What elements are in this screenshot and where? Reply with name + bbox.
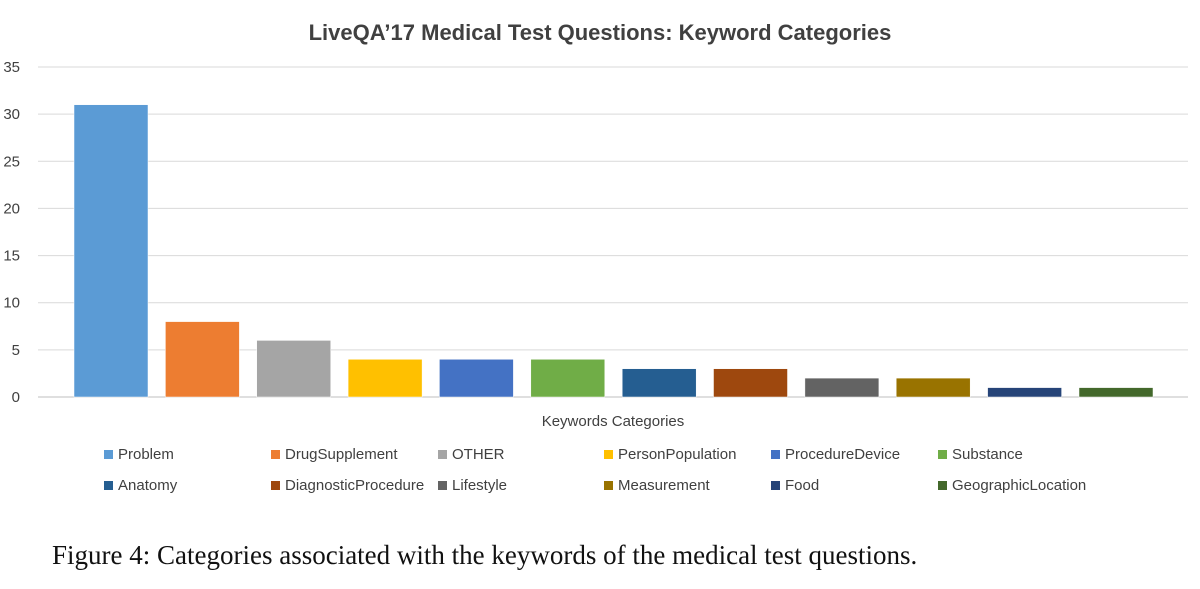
legend-swatch	[938, 450, 947, 459]
legend: Problem DrugSupplement OTHER PersonPopulati…	[104, 446, 1086, 494]
legend-swatch	[271, 450, 280, 459]
legend-swatch	[104, 481, 113, 490]
legend-label: GeographicLocation	[952, 477, 1086, 494]
legend-label: Measurement	[618, 477, 711, 494]
y-tick-label: 10	[3, 295, 20, 312]
legend-label: Substance	[952, 446, 1023, 463]
y-tick-label: 15	[3, 248, 20, 265]
legend-swatch	[104, 450, 113, 459]
bar-food	[987, 387, 1062, 398]
y-tick-label: 20	[3, 200, 20, 217]
y-tick-label: 30	[3, 106, 20, 123]
legend-label: Anatomy	[118, 477, 178, 494]
bar-anatomy	[621, 368, 697, 398]
legend-swatch	[438, 481, 447, 490]
legend-label: Food	[785, 477, 819, 494]
y-tick-label: 25	[3, 153, 20, 170]
legend-label: DiagnosticProcedure	[285, 477, 424, 494]
bars	[73, 104, 1154, 398]
y-axis-ticks: 0 5 10 15 20 25 30 35	[3, 59, 20, 406]
y-tick-label: 35	[3, 59, 20, 76]
legend-swatch	[604, 481, 613, 490]
legend-swatch	[271, 481, 280, 490]
bar-chart: LiveQA’17 Medical Test Questions: Keywor…	[3, 20, 1188, 494]
bar-substance	[530, 359, 606, 398]
legend-swatch	[771, 450, 780, 459]
legend-label: Lifestyle	[452, 477, 507, 494]
y-tick-label: 5	[12, 342, 20, 359]
legend-label: ProcedureDevice	[785, 446, 900, 463]
chart-title: LiveQA’17 Medical Test Questions: Keywor…	[309, 20, 892, 45]
bar-lifestyle	[804, 377, 880, 398]
y-tick-label: 0	[12, 389, 20, 406]
legend-swatch	[771, 481, 780, 490]
bar-other	[256, 340, 331, 398]
bar-proceduredevice	[439, 359, 514, 398]
legend-swatch	[604, 450, 613, 459]
bar-drugsupplement	[165, 321, 240, 398]
bar-measurement	[895, 377, 971, 398]
legend-label: PersonPopulation	[618, 446, 736, 463]
bar-geographiclocation	[1078, 387, 1154, 398]
legend-swatch	[438, 450, 447, 459]
legend-label: OTHER	[452, 446, 505, 463]
x-axis-title: Keywords Categories	[542, 413, 685, 430]
legend-label: Problem	[118, 446, 174, 463]
figure-caption: Figure 4: Categories associated with the…	[52, 540, 918, 570]
bar-diagnosticprocedure	[713, 368, 788, 398]
bar-problem	[73, 104, 149, 398]
legend-label: DrugSupplement	[285, 446, 398, 463]
legend-swatch	[938, 481, 947, 490]
bar-personpopulation	[347, 359, 423, 398]
